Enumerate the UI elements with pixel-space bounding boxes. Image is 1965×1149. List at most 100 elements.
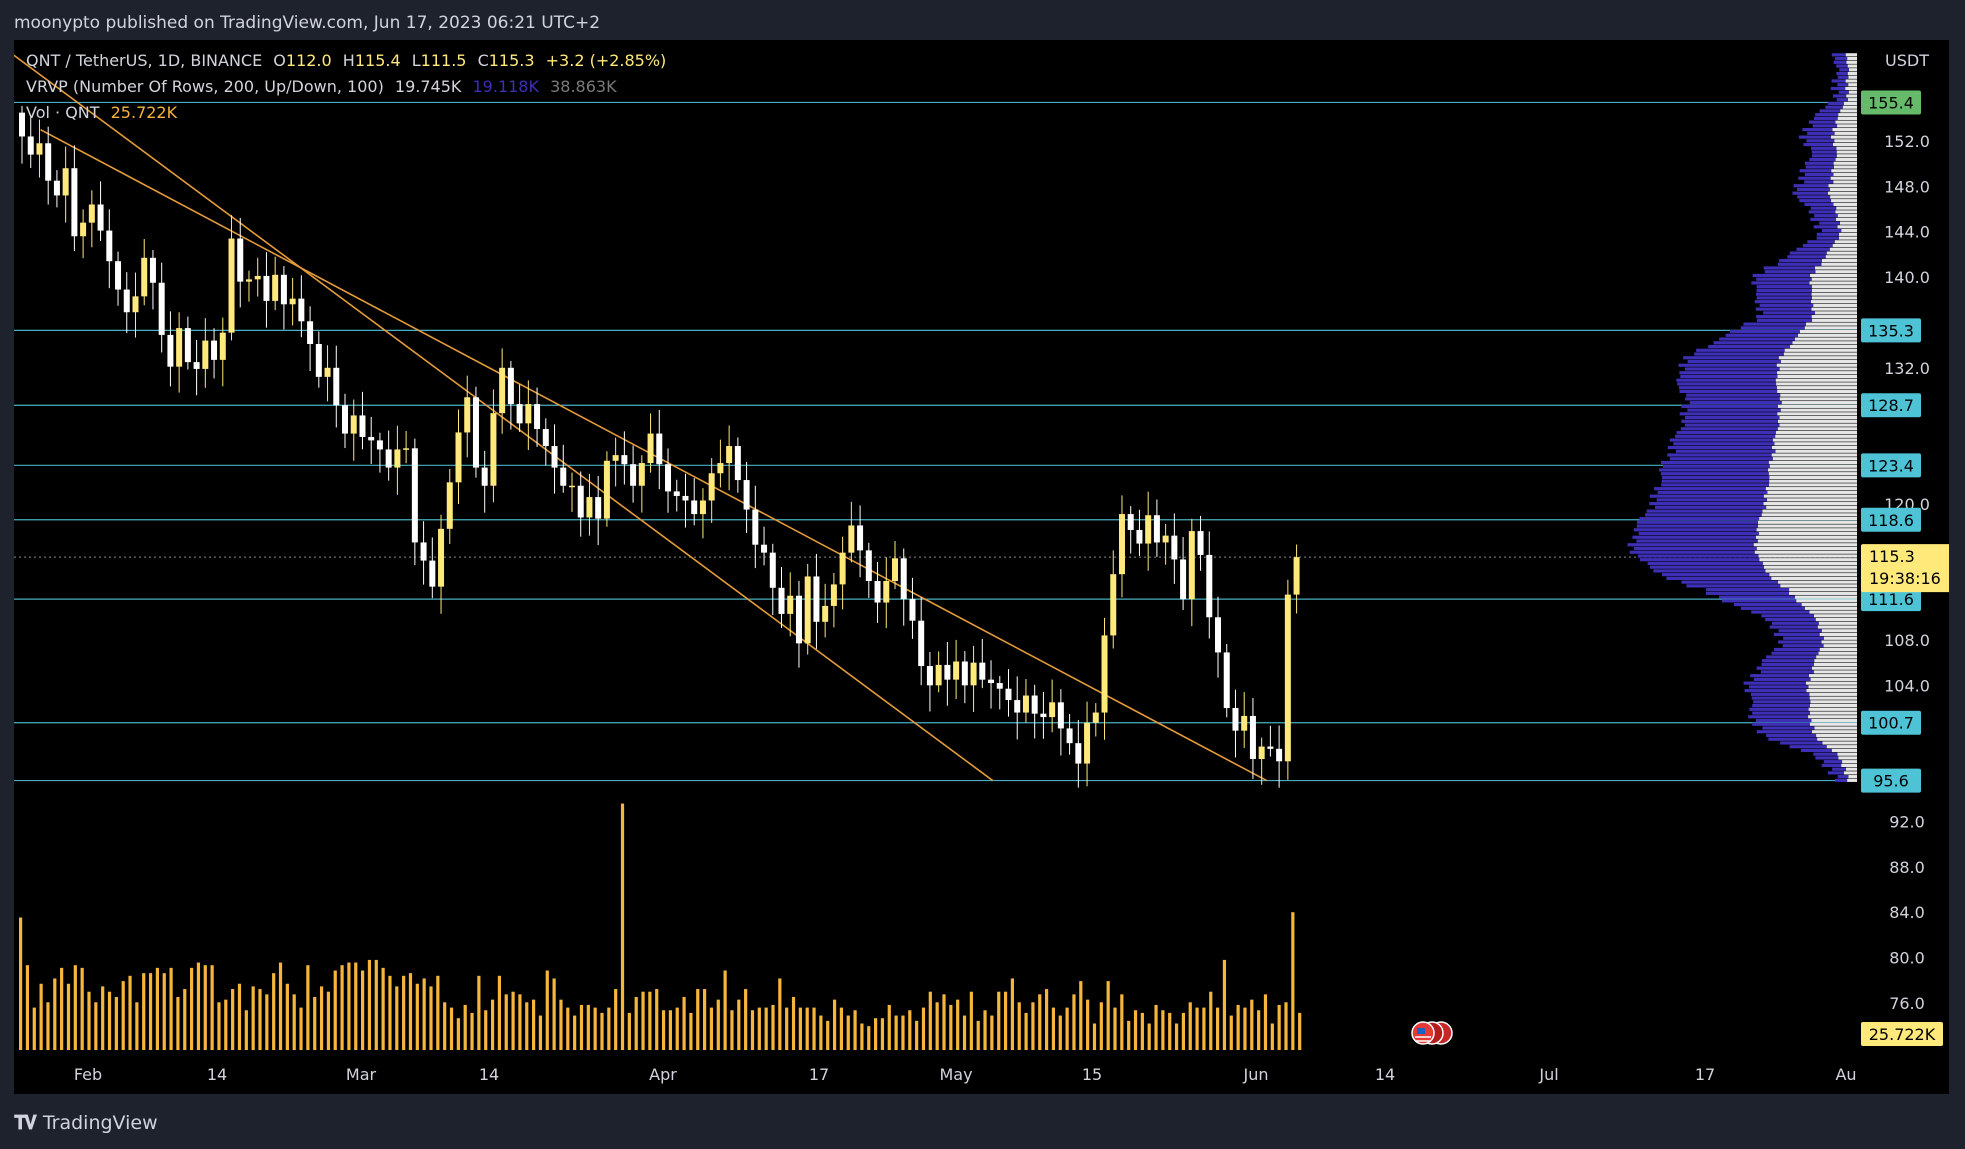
symbol-legend[interactable]: QNT / TetherUS, 1D, BINANCE O112.0 H115.…	[26, 50, 672, 72]
vp-bar-down	[1835, 210, 1857, 214]
candle	[979, 662, 986, 680]
price-tick-label: 144.0	[1884, 223, 1930, 242]
candle	[176, 328, 183, 367]
volume-bar	[258, 989, 262, 1050]
close-value: 115.3	[488, 51, 535, 70]
candle	[507, 367, 514, 405]
volume-bar	[1079, 981, 1083, 1050]
vp-bar-down	[1830, 135, 1857, 139]
volume-bar	[313, 997, 317, 1050]
vp-bar-up	[1645, 513, 1762, 517]
vp-bar-down	[1792, 341, 1857, 345]
candle	[132, 296, 139, 313]
candle	[420, 542, 427, 561]
tradingview-logo-icon: 𝐓𝐕	[14, 1112, 37, 1134]
candle	[1267, 746, 1274, 749]
price-chart[interactable]: 152.0148.0144.0140.0132.0120.0108.0104.0…	[14, 40, 1949, 1094]
candle	[1040, 713, 1047, 718]
candle	[71, 168, 78, 237]
volume-bar	[1086, 999, 1090, 1050]
vp-bar-up	[1687, 359, 1781, 364]
vp-bar-up	[1649, 494, 1764, 498]
vp-bar-up	[1815, 756, 1839, 760]
vp-bar-up	[1789, 251, 1827, 255]
candle	[1153, 515, 1160, 543]
vp-bar-down	[1811, 666, 1857, 670]
vp-bar-up	[1810, 206, 1837, 210]
vp-bar-down	[1769, 475, 1857, 480]
vp-bar-down	[1831, 169, 1857, 173]
volume-bar	[703, 989, 707, 1050]
chart-area[interactable]: 152.0 148.0 144.0 140.0 132.0 120.0 108.0 104.0…	[14, 40, 1949, 1094]
vp-bar-up	[1679, 389, 1778, 393]
vp-bar-down	[1810, 273, 1857, 278]
candle	[1136, 529, 1143, 544]
vp-bar-up	[1740, 606, 1805, 610]
vp-bar-up	[1756, 288, 1812, 293]
volume-bar	[1024, 1012, 1028, 1050]
vp-bar-up	[1761, 614, 1814, 618]
candle	[621, 455, 628, 465]
candle	[97, 204, 104, 231]
candle	[1180, 559, 1187, 600]
tradingview-logo[interactable]: 𝐓𝐕 TradingView	[14, 1108, 158, 1138]
vp-bar-up	[1669, 457, 1773, 461]
vp-bar-down	[1777, 374, 1857, 379]
vp-bar-up	[1675, 449, 1776, 453]
vp-bar-down	[1808, 685, 1857, 689]
volume-bar	[655, 989, 659, 1050]
volume-bar	[272, 973, 276, 1050]
volume-bar	[785, 1007, 789, 1050]
vp-bar-down	[1823, 644, 1857, 648]
volume-bar	[525, 1002, 529, 1050]
vp-bar-up	[1807, 240, 1835, 244]
candle	[27, 136, 34, 155]
candle	[1057, 702, 1064, 729]
vp-bar-up	[1808, 210, 1836, 214]
vp-bar-up	[1753, 700, 1811, 704]
vp-bar-down	[1804, 326, 1857, 330]
volume-bar	[203, 965, 207, 1050]
vp-bar-up	[1629, 550, 1755, 554]
vp-bar-down	[1827, 191, 1857, 195]
vp-bar-down	[1825, 255, 1857, 259]
volume-bar	[1154, 1004, 1158, 1050]
volume-bar	[224, 999, 228, 1050]
high-label: H	[342, 51, 355, 70]
level-tag-label: 111.6	[1868, 590, 1914, 609]
volume-bar	[1010, 978, 1014, 1050]
vp-bar-down	[1845, 53, 1857, 57]
vp-bar-down	[1818, 651, 1857, 655]
level-tag-label: 118.6	[1868, 511, 1914, 530]
volume-bar	[1092, 1023, 1097, 1050]
volume-bar	[880, 1018, 885, 1050]
vp-bar-down	[1766, 498, 1857, 502]
vp-bar-up	[1810, 217, 1836, 221]
time-tick-label: 14	[479, 1065, 499, 1084]
volume-bar	[1058, 1015, 1062, 1050]
vp-bar-up	[1798, 176, 1831, 180]
vp-bar-down	[1814, 266, 1857, 270]
candle	[298, 298, 305, 322]
time-tick-label: Jul	[1538, 1065, 1558, 1084]
volume-bar	[326, 991, 330, 1050]
vp-bar-down	[1808, 715, 1857, 719]
vp-bar-down	[1766, 505, 1857, 509]
volume-bar	[470, 1012, 474, 1050]
volume-legend[interactable]: Vol · QNT 25.722K	[26, 102, 183, 124]
vp-bar-down	[1763, 502, 1857, 506]
vp-bar-up	[1754, 300, 1811, 304]
vp-bar-down	[1780, 584, 1857, 588]
vp-bar-down	[1836, 154, 1857, 158]
countdown-label: 19:38:16	[1869, 569, 1941, 588]
vp-bar-down	[1811, 307, 1857, 311]
vp-bar-up	[1708, 344, 1791, 349]
vrvp-legend[interactable]: VRVP (Number Of Rows, 200, Up/Down, 100)…	[26, 76, 623, 98]
candle	[245, 279, 252, 282]
vp-bar-up	[1811, 150, 1837, 154]
vp-bar-up	[1812, 124, 1838, 128]
vp-bar-down	[1779, 367, 1857, 371]
candle	[490, 413, 497, 486]
price-tick-label: 104.0	[1884, 676, 1930, 695]
volume-bar	[429, 986, 433, 1050]
